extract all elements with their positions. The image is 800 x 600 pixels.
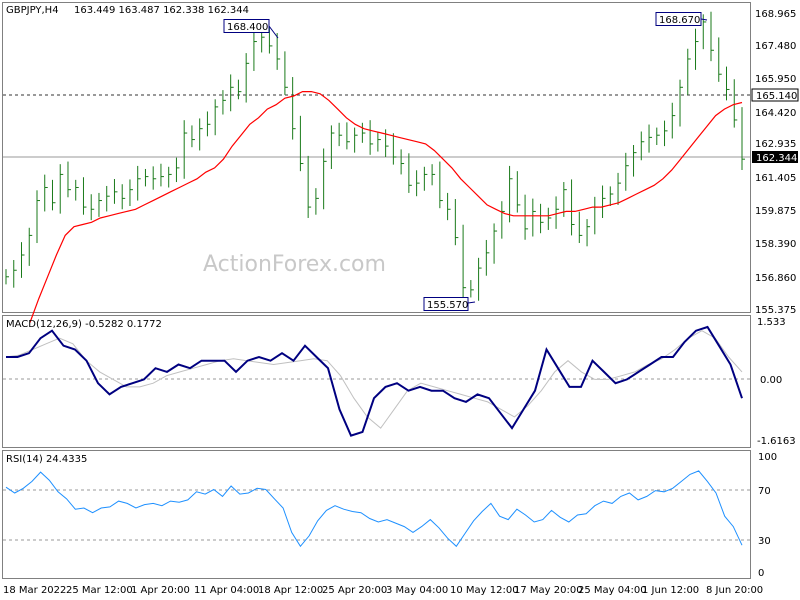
price-tick: 168.965 [755,9,796,20]
rsi-title: RSI(14) 24.4335 [6,454,87,465]
rsi-tick: 30 [758,536,771,547]
svg-text:162.344: 162.344 [756,153,797,164]
x-tick: 11 Apr 04:00 [194,585,259,596]
x-tick: 17 May 20:00 [514,585,583,596]
chart-ohlc: 163.449 163.487 162.338 162.344 [74,5,249,16]
svg-text:168.400: 168.400 [227,22,268,33]
x-tick: 25 May 04:00 [578,585,647,596]
price-y-axis: 168.965 167.480 165.950 164.420 162.935 … [755,9,796,316]
x-tick: 8 Jun 20:00 [706,585,763,596]
price-tick: 159.875 [755,206,796,217]
rsi-panel [2,450,751,579]
chart-symbol: GBPJPY,H4 [6,5,59,16]
macd-signal-line [5,330,743,429]
svg-text:168.670: 168.670 [659,15,700,26]
x-tick: 1 Apr 20:00 [131,585,190,596]
macd-title: MACD(12,26,9) -0.5282 0.1772 [6,319,162,330]
price-tick: 161.405 [755,173,796,184]
macd-tick: 1.533 [757,317,786,328]
svg-text:155.570: 155.570 [427,300,468,311]
x-tick: 25 Apr 20:00 [322,585,387,596]
macd-tick: -1.6163 [757,436,796,447]
price-marker-165140: 165.140 [751,88,799,102]
x-tick: 25 Mar 12:00 [66,585,133,596]
annotation-low-155570: 155.570 [423,297,476,311]
moving-average-line [29,91,743,323]
price-tick: 156.860 [755,273,796,284]
price-tick: 158.390 [755,239,796,250]
watermark: ActionForex.com [203,252,386,277]
rsi-tick: 70 [758,486,771,497]
rsi-line [5,470,743,548]
price-tick: 165.950 [755,74,796,85]
svg-text:165.140: 165.140 [756,91,797,102]
annotation-high-168400: 168.400 [223,19,279,39]
annotation-high-168670: 168.670 [655,12,708,26]
price-tick: 167.480 [755,41,796,52]
x-axis: 18 Mar 2022 25 Mar 12:00 1 Apr 20:00 11 … [3,585,763,596]
rsi-tick: 100 [758,452,777,463]
macd-line [6,325,743,437]
macd-panel [2,315,751,448]
x-tick: 3 May 04:00 [386,585,448,596]
price-marker-last: 162.344 [752,151,798,164]
price-tick: 164.420 [755,108,796,119]
price-series [5,11,745,301]
price-tick: 162.935 [755,139,796,150]
x-tick: 18 Apr 12:00 [258,585,323,596]
macd-tick: 0.00 [760,375,782,386]
price-tick: 155.375 [755,305,796,316]
x-tick: 18 Mar 2022 [3,585,66,596]
rsi-tick: 0 [758,568,764,579]
x-tick: 10 May 12:00 [450,585,519,596]
x-tick: 1 Jun 12:00 [642,585,699,596]
